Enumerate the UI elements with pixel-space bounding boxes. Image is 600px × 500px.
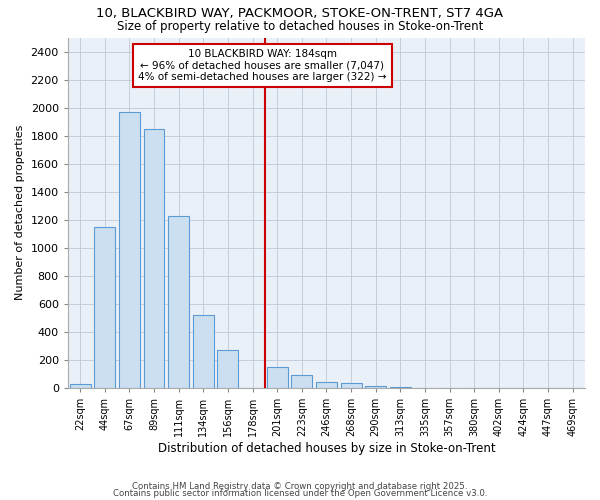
Bar (119, 112, 140, 388)
Bar (217, 350, 238, 388)
Bar (143, 128, 164, 388)
Bar (341, 383, 362, 388)
Bar (365, 386, 386, 388)
Bar (266, 367, 287, 388)
Bar (70, 384, 91, 388)
Text: Size of property relative to detached houses in Stoke-on-Trent: Size of property relative to detached ho… (117, 20, 483, 33)
X-axis label: Distribution of detached houses by size in Stoke-on-Trent: Distribution of detached houses by size … (158, 442, 495, 455)
Bar (316, 382, 337, 388)
Y-axis label: Number of detached properties: Number of detached properties (15, 125, 25, 300)
Bar (193, 315, 214, 388)
Text: Contains HM Land Registry data © Crown copyright and database right 2025.: Contains HM Land Registry data © Crown c… (132, 482, 468, 491)
Text: Contains public sector information licensed under the Open Government Licence v3: Contains public sector information licen… (113, 489, 487, 498)
Text: 10 BLACKBIRD WAY: 184sqm
← 96% of detached houses are smaller (7,047)
4% of semi: 10 BLACKBIRD WAY: 184sqm ← 96% of detach… (138, 48, 386, 82)
Bar (292, 376, 312, 388)
Bar (94, 227, 115, 388)
Bar (168, 216, 189, 388)
Text: 10, BLACKBIRD WAY, PACKMOOR, STOKE-ON-TRENT, ST7 4GA: 10, BLACKBIRD WAY, PACKMOOR, STOKE-ON-TR… (97, 8, 503, 20)
